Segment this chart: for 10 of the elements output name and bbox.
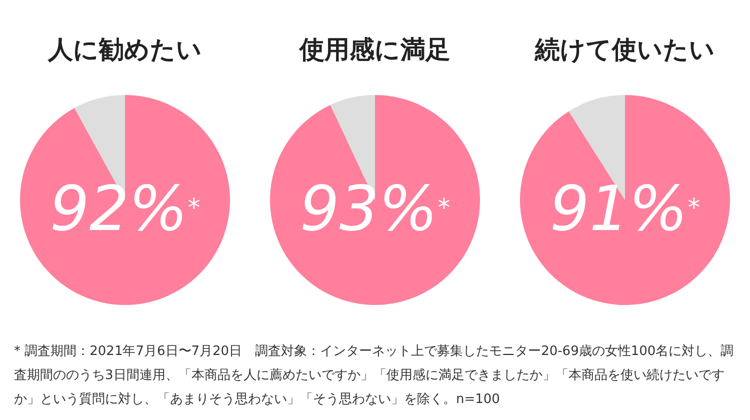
pie-slice: [270, 95, 480, 305]
data-label: 93%$^{*}$: [300, 172, 450, 245]
pie-slice: [520, 95, 730, 305]
chart-title: 使用感に満足: [298, 35, 450, 64]
pie-slice: [20, 95, 230, 305]
chart-title: 続けて使いたい: [534, 35, 715, 64]
data-label: 91%$^{*}$: [550, 172, 700, 245]
data-label: 92%$^{*}$: [50, 172, 200, 245]
text: * 調査期間：2021年7月6日〜7月20日 調査対象：インターネット上で募集したモニター20-69歳の女性100名に対し、調査期間ののうち3日間連用、「本商品を人に薦めたいですか」「使用感に満足できましたか」「本商品を使い続けたいですか」という質問に対し、「あまりそう思わない」「そう思わない」を除く。n=100: [14, 343, 735, 409]
chart-title: 人に勧めたい: [47, 35, 202, 64]
